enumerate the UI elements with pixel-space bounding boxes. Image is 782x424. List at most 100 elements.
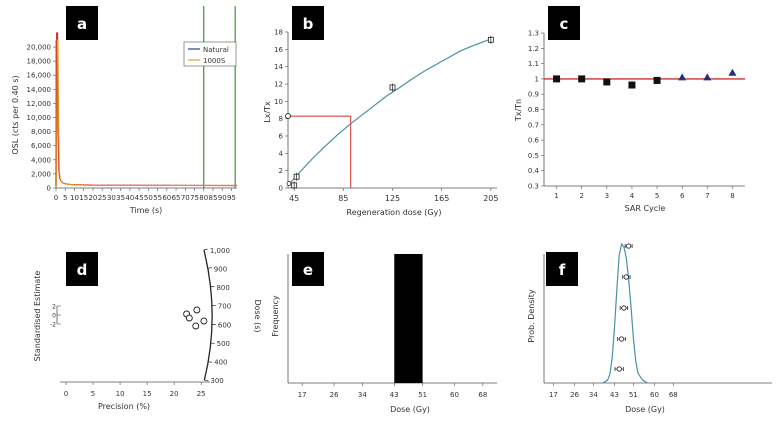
panel-a-xtick-label: 85 bbox=[209, 194, 218, 202]
panel-d-zlabel: Dose (s) bbox=[253, 299, 262, 332]
panel-d-point bbox=[192, 322, 200, 330]
panel-c-point-square bbox=[553, 75, 561, 83]
panel-a-xtick-label: 5 bbox=[63, 194, 67, 202]
panel-a-xlabel: Time (s) bbox=[129, 206, 163, 215]
panel-c-badge bbox=[548, 6, 580, 40]
panel-d-arc-tick bbox=[203, 248, 208, 251]
panel-c-xtick-label: 5 bbox=[655, 192, 659, 200]
panel-a-label: a bbox=[77, 15, 87, 33]
panel-f-xlabel: Dose (Gy) bbox=[625, 405, 665, 414]
panel-b-xtick-label: 125 bbox=[385, 194, 400, 203]
panel-c-ytick-label: 1 bbox=[535, 75, 539, 83]
panel-a: a 0 5 10 15 20 25 30 35 40 45 50 55 60 65 70 75 80 85 90 95… bbox=[11, 6, 238, 215]
panel-a-ytick-label: 0 bbox=[47, 185, 51, 193]
panel-f-estimate-point bbox=[621, 305, 627, 311]
panel-a-xtick-label: 60 bbox=[162, 194, 171, 202]
panel-f-ylabel: Prob. Density bbox=[527, 289, 536, 343]
panel-a-xtick-label: 80 bbox=[199, 194, 208, 202]
panel-c-label: c bbox=[560, 15, 569, 33]
legend-box bbox=[183, 41, 237, 67]
panel-c-ytick-label: 0.7 bbox=[528, 121, 539, 129]
panel-c: c 1 2 3 4 5 6 7 8 0.3 0.4 0.5 0.6 0.7 0.8 0.9 1 1.1 1.2 1.… bbox=[514, 6, 745, 213]
panel-a-ytick-label: 16,000 bbox=[27, 72, 52, 80]
panel-e-xtick-label: 68 bbox=[478, 391, 487, 399]
panel-d-point bbox=[185, 314, 193, 322]
panel-d-arc-tick-label: 600 bbox=[218, 321, 231, 329]
panel-e-xtick-label: 43 bbox=[390, 391, 399, 399]
panel-f-estimate-point bbox=[626, 243, 632, 249]
panel-c-xtick-label: 4 bbox=[630, 192, 635, 200]
legend-1000s: 1000S bbox=[203, 57, 226, 65]
panel-a-ytick-label: 8,000 bbox=[31, 128, 51, 136]
panel-d-arc-tick-label: 800 bbox=[216, 284, 229, 292]
panel-a-legend: Natural 1000S bbox=[183, 41, 237, 67]
panel-c-ytick-label: 0.6 bbox=[528, 137, 540, 145]
panel-c-xtick-label: 7 bbox=[705, 192, 709, 200]
panel-c-ytick-label: 0.4 bbox=[528, 167, 540, 175]
panel-e-xtick-label: 60 bbox=[450, 391, 459, 399]
panel-b-xtick-label: 205 bbox=[483, 194, 498, 203]
panel-d-arc-tick-label: 500 bbox=[217, 340, 230, 348]
panel-b-ytick-label: 12 bbox=[274, 81, 283, 89]
panel-b-xtick-label: 85 bbox=[338, 194, 348, 203]
panel-a-ytick-label: 10,000 bbox=[27, 114, 52, 122]
panel-b-point bbox=[286, 181, 292, 186]
panel-c-xtick-label: 1 bbox=[554, 192, 558, 200]
panel-e: e 17 26 34 43 51 60 68 Dose (Gy) Frequency bbox=[271, 252, 497, 414]
panel-a-xtick-label: 95 bbox=[227, 194, 236, 202]
panel-d-badge bbox=[66, 252, 98, 286]
panel-b: b 45 85 125 165 205 0 2 4 6 8 10 12 14 16 18 Regenerat… bbox=[263, 6, 498, 217]
panel-e-label: e bbox=[303, 261, 313, 279]
legend-natural: Natural bbox=[203, 46, 229, 54]
panel-d-xtick-label: 10 bbox=[116, 390, 125, 398]
panel-d-xtick-label: 15 bbox=[143, 390, 152, 398]
panel-e-xlabel: Dose (Gy) bbox=[390, 405, 430, 414]
panel-f-estimate-point bbox=[618, 336, 625, 342]
panel-d-arc-tick-label: 700 bbox=[218, 303, 231, 311]
panel-c-ytick-label: 0.3 bbox=[528, 183, 539, 191]
panel-a-xtick-label: 30 bbox=[107, 194, 116, 202]
panel-a-ytick-label: 12,000 bbox=[27, 100, 52, 108]
panel-b-ytick-label: 8 bbox=[279, 115, 283, 123]
panel-a-xtick-label: 75 bbox=[190, 194, 199, 202]
panel-c-xtick-label: 6 bbox=[680, 192, 685, 200]
panel-c-point-square bbox=[653, 76, 661, 84]
panel-c-ytick-label: 0.8 bbox=[528, 106, 539, 114]
panel-a-xtick-label: 90 bbox=[218, 194, 227, 202]
panel-f-estimate-point bbox=[616, 366, 622, 372]
panel-a-ytick-label: 20,000 bbox=[27, 44, 52, 52]
panel-c-ytick-label: 0.5 bbox=[528, 152, 539, 160]
panel-e-ylabel: Frequency bbox=[271, 295, 280, 337]
panel-f-xtick-label: 51 bbox=[629, 391, 638, 399]
panel-f-xtick-label: 34 bbox=[589, 391, 598, 399]
panel-d-arc-tick bbox=[208, 361, 213, 363]
panel-b-xtick-label: 165 bbox=[434, 194, 449, 203]
panel-d-arc-tick-label: 1,000 bbox=[210, 247, 230, 255]
panel-b-ytick-label: 0 bbox=[279, 185, 283, 193]
panel-c-point-triangle bbox=[703, 73, 712, 81]
panel-a-series-1000s bbox=[56, 39, 238, 187]
panel-b-ytick-label: 16 bbox=[274, 46, 283, 54]
panel-d-ylabel: Standardised Estimate bbox=[33, 271, 42, 362]
panel-f: f 17 26 34 43 51 60 68 Dose (Gy) Prob. Density bbox=[527, 242, 772, 414]
panel-d-arc-tick bbox=[207, 267, 212, 269]
panel-b-fit-curve bbox=[287, 38, 492, 186]
panel-a-xtick-label: 55 bbox=[153, 194, 162, 202]
panel-b-ytick-label: 14 bbox=[274, 63, 283, 71]
panel-e-xtick-label: 51 bbox=[418, 391, 427, 399]
panel-d-xtick-label: 25 bbox=[197, 390, 206, 398]
panel-a-xtick-label: 70 bbox=[181, 194, 190, 202]
panel-d-ytick-label: 0 bbox=[52, 313, 56, 320]
panel-c-point-triangle bbox=[728, 68, 737, 76]
panel-d-ytick-label: 2 bbox=[52, 304, 56, 311]
panel-b-ytick-label: 2 bbox=[279, 167, 283, 175]
panel-c-xlabel: SAR Cycle bbox=[625, 204, 666, 213]
panel-d-arc-tick bbox=[204, 379, 209, 382]
panel-a-xtick-label: 20 bbox=[88, 194, 97, 202]
panel-b-badge bbox=[292, 6, 324, 40]
panel-f-kde-curve bbox=[602, 242, 648, 384]
panel-d-xtick-label: 5 bbox=[91, 390, 95, 398]
panel-b-ytick-label: 6 bbox=[279, 133, 284, 141]
panel-d-point bbox=[193, 306, 201, 314]
